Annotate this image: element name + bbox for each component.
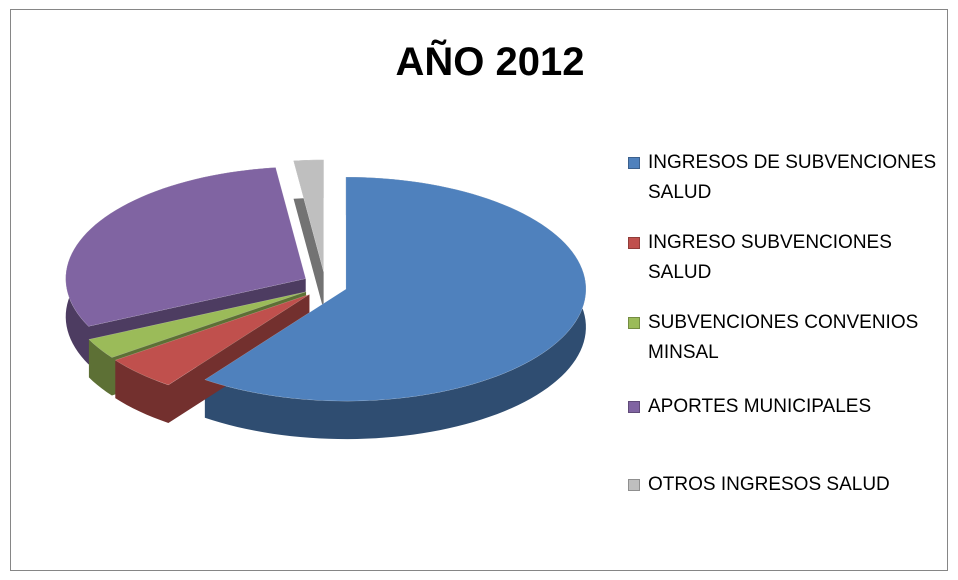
legend-label: INGRESOS DE SUBVENCIONES SALUD — [648, 152, 937, 203]
pie-slice — [114, 294, 310, 386]
legend-label: SUBVENCIONES CONVENIOS MINSAL — [648, 312, 919, 363]
pie-slice — [65, 167, 307, 327]
pie-slice-side — [115, 294, 310, 423]
legend-swatch — [628, 317, 640, 329]
chart-frame — [10, 9, 948, 571]
pie-slice — [204, 176, 587, 402]
pie-slice-side — [204, 177, 586, 440]
legend-item: INGRESOS DE SUBVENCIONES SALUD — [628, 148, 948, 208]
legend-swatch — [628, 479, 640, 491]
legend-item: INGRESO SUBVENCIONES SALUD — [628, 228, 948, 288]
legend-label: INGRESO SUBVENCIONES SALUD — [648, 232, 892, 283]
chart-title: AÑO 2012 — [395, 40, 585, 84]
legend-label: OTROS INGRESOS SALUD — [648, 474, 890, 495]
legend-item: APORTES MUNICIPALES — [628, 392, 948, 422]
legend-label: APORTES MUNICIPALES — [648, 396, 872, 417]
legend-item: SUBVENCIONES CONVENIOS MINSAL — [628, 308, 948, 368]
legend-item: OTROS INGRESOS SALUD — [628, 470, 948, 500]
legend-swatch — [628, 237, 640, 249]
legend-swatch — [628, 157, 640, 169]
pie-slice — [88, 291, 307, 358]
pie-slice — [293, 159, 324, 272]
legend-swatch — [628, 401, 640, 413]
